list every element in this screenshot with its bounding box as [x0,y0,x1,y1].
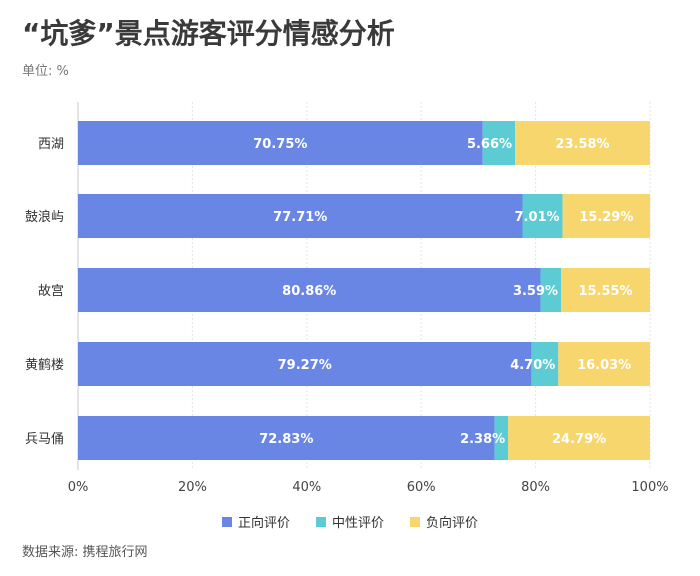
legend-item: 中性评价 [315,512,384,531]
bar-segment-positive [78,194,523,238]
category-label: 西湖 [38,137,64,152]
bar-segment-positive [78,342,532,386]
bar-segment-positive [78,121,483,165]
legend-swatch [221,516,232,527]
bar-segment-negative [558,342,650,386]
x-tick-label: 100% [631,480,668,495]
category-label: 黄鹤楼 [25,357,64,373]
data-label: 72.83% [259,432,313,447]
bar-segment-positive [78,416,495,460]
bar-segment-neutral [494,416,509,460]
data-label: 80.86% [282,284,336,299]
data-label: 16.03% [577,358,631,373]
legend-swatch [315,516,326,527]
stacked-bar-chart: 0% 20% 40% 60% 80% 100% 西湖 70.75% 5.66% 23.58% 鼓浪屿… [25,102,669,495]
x-tick-label: 40% [292,480,321,495]
legend-label: 正向评价 [237,516,290,531]
x-tick-label: 0% [68,480,89,495]
legend-label: 负向评价 [426,516,479,531]
bar-segment-negative [508,416,650,460]
source-note: 数据来源: 携程旅行网 [22,545,148,560]
legend-item: 负向评价 [410,512,478,531]
category-label: 故宫 [38,284,64,299]
data-label: 3.59% [513,284,558,299]
bar-segment-positive [78,268,541,312]
data-label: 23.58% [555,137,609,152]
data-label: 2.38% [460,432,505,447]
legend-item: 正向评价 [221,512,290,531]
chart-title: “坑爹”景点游客评分情感分析 [22,17,395,50]
bar-segment-negative [561,268,650,312]
bar-segment-neutral [540,268,562,312]
bar-segment-neutral [531,342,559,386]
x-tick-label: 60% [407,480,436,495]
data-label: 70.75% [253,137,307,152]
data-label: 15.29% [579,210,633,225]
bar-segment-neutral [482,121,516,165]
data-label: 7.01% [514,210,559,225]
data-label: 79.27% [278,358,332,373]
data-label: 5.66% [467,137,512,152]
legend-label: 中性评价 [331,516,384,531]
data-label: 4.70% [510,358,555,373]
bar-segment-negative [562,194,651,238]
data-label: 15.55% [578,284,632,299]
chart-legend: 正向评价 中性评价 负向评价 [0,512,700,531]
bar-segment-neutral [522,194,563,238]
data-label: 77.71% [273,210,327,225]
bar-segment-negative [515,121,650,165]
data-label: 24.79% [552,432,606,447]
unit-label: 单位: % [22,64,69,79]
legend-swatch [410,516,420,527]
x-tick-label: 20% [178,480,207,495]
x-tick-label: 80% [521,480,550,495]
category-label: 鼓浪屿 [25,210,64,225]
category-label: 兵马俑 [25,432,64,447]
